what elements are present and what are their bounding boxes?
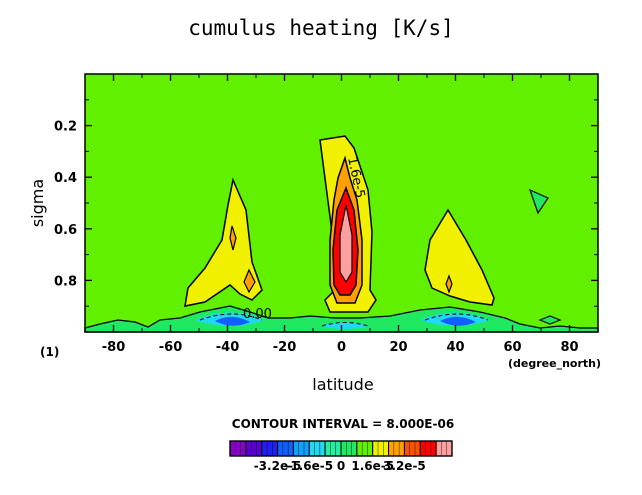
colorbar-labels: -3.2e-5-1.6e-5 0 1.6e-53.2e-5 bbox=[254, 459, 426, 473]
colorbar-cell-11 bbox=[403, 440, 421, 457]
neg-contour-eq bbox=[321, 322, 369, 327]
x-tick-label-6: 40 bbox=[446, 340, 464, 355]
neg-contour-north bbox=[424, 313, 489, 321]
south-heating-region bbox=[184, 177, 263, 307]
contour-interval-text: CONTOUR INTERVAL = 8.000E-06 bbox=[232, 417, 454, 431]
x-tick-label-8: 80 bbox=[560, 340, 578, 355]
colorbar bbox=[229, 440, 453, 457]
x-tick-label-2: -40 bbox=[216, 340, 240, 355]
north-surface-cell bbox=[538, 315, 562, 325]
x-tick-label-3: -20 bbox=[273, 340, 297, 355]
colorbar-cell-0 bbox=[229, 440, 247, 457]
y-axis-label: sigma bbox=[28, 179, 47, 227]
x-axis: -80 -60 -40 -20 0 20 40 60 80 bbox=[84, 74, 599, 355]
contour-label-2: 0.00 bbox=[243, 307, 272, 322]
panel-label: (1) bbox=[40, 345, 59, 359]
x-unit-label: (degree_north) bbox=[508, 357, 601, 370]
x-axis-label: latitude bbox=[312, 375, 373, 394]
colorbar-cell-10 bbox=[388, 440, 405, 457]
colorbar-frame bbox=[229, 440, 453, 457]
filled-contours bbox=[84, 135, 599, 333]
colorbar-cell-13 bbox=[435, 440, 453, 457]
y-tick-label-1: 0.4 bbox=[54, 171, 77, 186]
south-heating-inner2 bbox=[243, 268, 256, 294]
negative-contours bbox=[199, 313, 489, 327]
colorbar-cell-3 bbox=[277, 440, 294, 457]
surface-band-blue-north bbox=[440, 316, 476, 326]
colorbar-cell-2 bbox=[261, 440, 279, 457]
x-tick-label-4: 0 bbox=[337, 340, 346, 355]
colorbar-cell-8 bbox=[356, 440, 374, 457]
y-tick-label-3: 0.8 bbox=[54, 274, 77, 289]
colorbar-label-0: -3.2e-5 bbox=[254, 459, 302, 473]
colorbar-label-1: -1.6e-5 bbox=[285, 459, 333, 473]
x-tick-label-1: -60 bbox=[159, 340, 183, 355]
y-axis: 0.2 0.4 0.6 0.8 bbox=[54, 99, 598, 307]
x-tick-label-7: 60 bbox=[503, 340, 521, 355]
colorbar-cell-6 bbox=[324, 440, 342, 457]
colorbar-label-2: 0 bbox=[337, 459, 345, 473]
colorbar-cell-5 bbox=[308, 440, 326, 457]
colorbar-cell-12 bbox=[419, 440, 437, 457]
surface-band-blue-south bbox=[215, 316, 250, 326]
neg-contour-south bbox=[199, 313, 263, 321]
x-tick-label-0: -80 bbox=[102, 340, 126, 355]
equator-pink bbox=[339, 204, 353, 284]
chart-title: cumulus heating [K/s] bbox=[188, 16, 454, 40]
y-tick-label-2: 0.6 bbox=[54, 223, 77, 238]
colorbar-cell-1 bbox=[245, 440, 263, 457]
colorbar-label-4: 3.2e-5 bbox=[383, 459, 426, 473]
north-heating-region bbox=[424, 208, 495, 306]
colorbar-label-3: 1.6e-5 bbox=[351, 459, 394, 473]
south-heating-inner bbox=[229, 225, 237, 251]
colorbar-cell-9 bbox=[372, 440, 390, 457]
north-heating-inner bbox=[445, 274, 453, 294]
colorbar-cell-4 bbox=[292, 440, 310, 457]
north-small-cell bbox=[528, 188, 549, 215]
x-tick-label-5: 20 bbox=[389, 340, 407, 355]
colorbar-cell-7 bbox=[340, 440, 358, 457]
y-tick-label-0: 0.2 bbox=[54, 120, 77, 135]
